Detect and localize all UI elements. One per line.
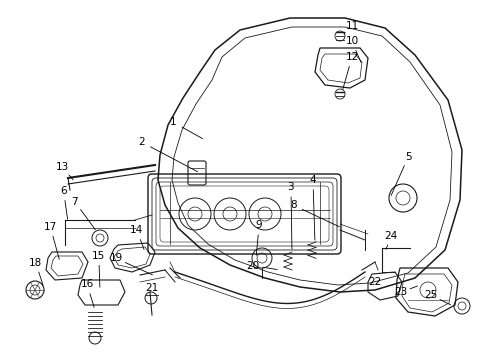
Text: 17: 17 — [43, 222, 57, 232]
Text: 21: 21 — [144, 283, 158, 293]
Text: 4: 4 — [309, 175, 316, 185]
Text: 20: 20 — [246, 261, 259, 271]
Text: 5: 5 — [404, 152, 411, 162]
Text: 3: 3 — [287, 182, 294, 192]
Text: 19: 19 — [109, 253, 123, 264]
Text: 15: 15 — [92, 251, 105, 261]
Text: 7: 7 — [71, 197, 78, 207]
Text: 1: 1 — [170, 117, 177, 127]
Text: 6: 6 — [60, 186, 67, 196]
Text: 11: 11 — [345, 21, 358, 31]
Text: 9: 9 — [255, 220, 262, 230]
Text: 24: 24 — [384, 231, 397, 241]
Text: 23: 23 — [393, 287, 407, 297]
Text: 13: 13 — [56, 162, 69, 172]
Text: 16: 16 — [80, 279, 94, 289]
Text: 2: 2 — [138, 137, 145, 147]
Text: 22: 22 — [367, 276, 381, 287]
Text: 8: 8 — [289, 200, 296, 210]
Text: 10: 10 — [345, 36, 358, 46]
Text: 12: 12 — [345, 52, 358, 62]
Text: 25: 25 — [424, 290, 437, 300]
Text: 14: 14 — [130, 225, 143, 235]
Text: 18: 18 — [29, 258, 42, 268]
